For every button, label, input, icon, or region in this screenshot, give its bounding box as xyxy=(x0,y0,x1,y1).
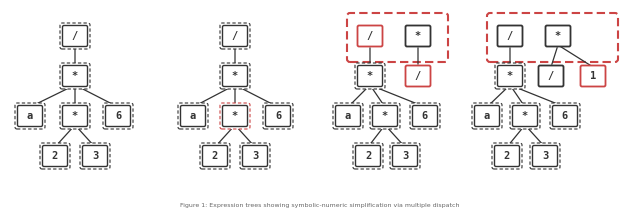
FancyBboxPatch shape xyxy=(60,23,90,49)
Text: *: * xyxy=(72,111,78,121)
FancyBboxPatch shape xyxy=(353,143,383,169)
FancyBboxPatch shape xyxy=(103,103,133,129)
Text: /: / xyxy=(548,71,554,81)
FancyBboxPatch shape xyxy=(497,65,522,86)
FancyBboxPatch shape xyxy=(202,146,227,166)
FancyBboxPatch shape xyxy=(220,103,250,129)
FancyBboxPatch shape xyxy=(390,143,420,169)
Text: 2: 2 xyxy=(212,151,218,161)
FancyBboxPatch shape xyxy=(550,103,580,129)
Text: 1: 1 xyxy=(590,71,596,81)
FancyBboxPatch shape xyxy=(63,25,88,46)
FancyBboxPatch shape xyxy=(413,106,438,126)
Text: 3: 3 xyxy=(542,151,548,161)
Text: 6: 6 xyxy=(275,111,281,121)
FancyBboxPatch shape xyxy=(220,23,250,49)
FancyBboxPatch shape xyxy=(580,65,605,86)
FancyBboxPatch shape xyxy=(538,65,563,86)
Text: 6: 6 xyxy=(115,111,121,121)
FancyBboxPatch shape xyxy=(220,63,250,89)
FancyBboxPatch shape xyxy=(406,65,431,86)
FancyBboxPatch shape xyxy=(60,63,90,89)
FancyBboxPatch shape xyxy=(472,103,502,129)
FancyBboxPatch shape xyxy=(358,65,383,86)
FancyBboxPatch shape xyxy=(243,146,268,166)
FancyBboxPatch shape xyxy=(83,146,108,166)
Text: a: a xyxy=(190,111,196,121)
FancyBboxPatch shape xyxy=(80,143,110,169)
FancyBboxPatch shape xyxy=(63,65,88,86)
FancyBboxPatch shape xyxy=(223,106,248,126)
FancyBboxPatch shape xyxy=(355,146,381,166)
FancyBboxPatch shape xyxy=(372,106,397,126)
Text: /: / xyxy=(415,71,421,81)
FancyBboxPatch shape xyxy=(392,146,417,166)
FancyBboxPatch shape xyxy=(497,25,522,46)
FancyBboxPatch shape xyxy=(333,103,363,129)
Text: a: a xyxy=(484,111,490,121)
Text: *: * xyxy=(72,71,78,81)
FancyBboxPatch shape xyxy=(17,106,42,126)
FancyBboxPatch shape xyxy=(370,103,400,129)
FancyBboxPatch shape xyxy=(266,106,291,126)
Text: a: a xyxy=(27,111,33,121)
Text: 3: 3 xyxy=(402,151,408,161)
Text: 3: 3 xyxy=(92,151,98,161)
Text: 2: 2 xyxy=(52,151,58,161)
FancyBboxPatch shape xyxy=(263,103,293,129)
Text: *: * xyxy=(382,111,388,121)
Text: *: * xyxy=(507,71,513,81)
FancyBboxPatch shape xyxy=(40,143,70,169)
Text: *: * xyxy=(367,71,373,81)
Text: /: / xyxy=(72,31,78,41)
FancyBboxPatch shape xyxy=(223,65,248,86)
FancyBboxPatch shape xyxy=(358,25,383,46)
Text: *: * xyxy=(415,31,421,41)
Text: *: * xyxy=(555,31,561,41)
Text: 6: 6 xyxy=(422,111,428,121)
FancyBboxPatch shape xyxy=(223,25,248,46)
FancyBboxPatch shape xyxy=(495,146,520,166)
FancyBboxPatch shape xyxy=(474,106,499,126)
FancyBboxPatch shape xyxy=(180,106,205,126)
FancyBboxPatch shape xyxy=(178,103,208,129)
Text: /: / xyxy=(367,31,373,41)
FancyBboxPatch shape xyxy=(495,63,525,89)
Text: *: * xyxy=(232,71,238,81)
FancyBboxPatch shape xyxy=(532,146,557,166)
FancyBboxPatch shape xyxy=(355,63,385,89)
Text: *: * xyxy=(522,111,528,121)
Text: /: / xyxy=(232,31,238,41)
Text: Figure 1: Expression trees showing symbolic-numeric simplification via multiple : Figure 1: Expression trees showing symbo… xyxy=(180,203,460,208)
Text: 6: 6 xyxy=(562,111,568,121)
FancyBboxPatch shape xyxy=(530,143,560,169)
FancyBboxPatch shape xyxy=(552,106,577,126)
FancyBboxPatch shape xyxy=(513,106,538,126)
Text: 2: 2 xyxy=(504,151,510,161)
FancyBboxPatch shape xyxy=(545,25,570,46)
Text: 2: 2 xyxy=(365,151,371,161)
FancyBboxPatch shape xyxy=(492,143,522,169)
FancyBboxPatch shape xyxy=(60,103,90,129)
FancyBboxPatch shape xyxy=(406,25,431,46)
Text: *: * xyxy=(232,111,238,121)
FancyBboxPatch shape xyxy=(63,106,88,126)
FancyBboxPatch shape xyxy=(410,103,440,129)
FancyBboxPatch shape xyxy=(335,106,360,126)
Text: /: / xyxy=(507,31,513,41)
FancyBboxPatch shape xyxy=(15,103,45,129)
FancyBboxPatch shape xyxy=(200,143,230,169)
FancyBboxPatch shape xyxy=(106,106,131,126)
FancyBboxPatch shape xyxy=(510,103,540,129)
Text: a: a xyxy=(345,111,351,121)
Text: 3: 3 xyxy=(252,151,258,161)
FancyBboxPatch shape xyxy=(42,146,67,166)
FancyBboxPatch shape xyxy=(240,143,270,169)
